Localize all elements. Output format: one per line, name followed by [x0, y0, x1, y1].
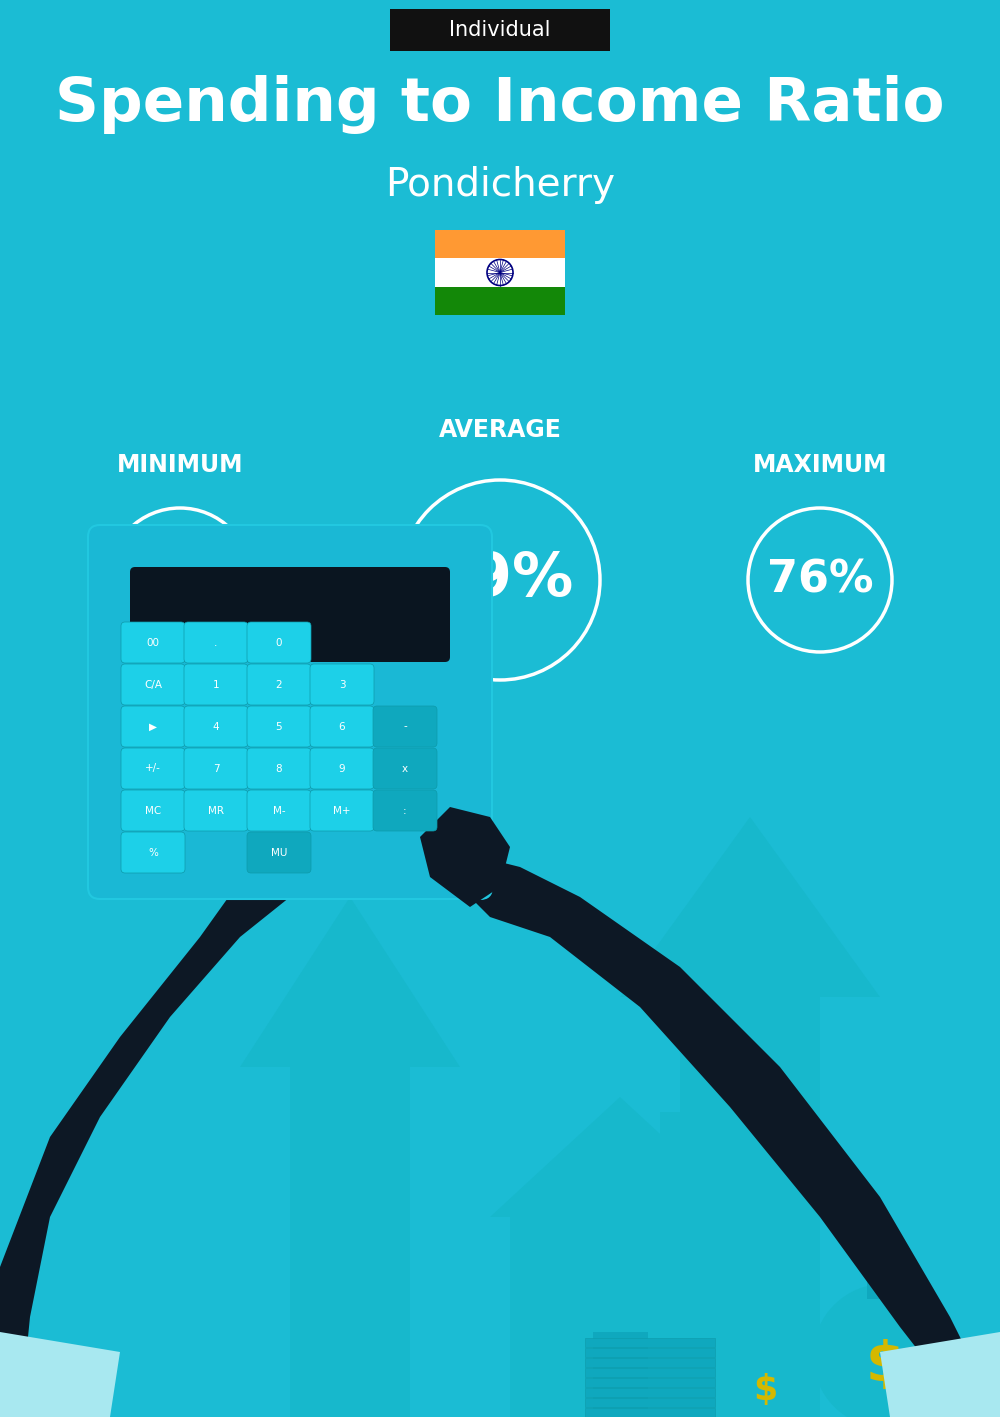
Text: 4: 4 — [213, 721, 219, 731]
FancyBboxPatch shape — [184, 706, 248, 747]
Text: Individual: Individual — [449, 20, 551, 40]
Text: :: : — [403, 805, 407, 816]
FancyBboxPatch shape — [88, 526, 492, 898]
FancyBboxPatch shape — [310, 748, 374, 789]
FancyBboxPatch shape — [373, 791, 437, 830]
Text: 8: 8 — [276, 764, 282, 774]
Bar — [585, 1348, 715, 1357]
Polygon shape — [240, 897, 460, 1417]
Text: Pondicherry: Pondicherry — [385, 166, 615, 204]
FancyBboxPatch shape — [373, 748, 437, 789]
Circle shape — [813, 1284, 957, 1417]
FancyBboxPatch shape — [121, 622, 185, 663]
Text: -: - — [403, 721, 407, 731]
Text: ▶: ▶ — [149, 721, 157, 731]
Text: +/-: +/- — [145, 764, 161, 774]
Circle shape — [717, 1335, 813, 1417]
Bar — [585, 1408, 715, 1417]
Text: 69%: 69% — [427, 550, 573, 609]
Polygon shape — [460, 857, 1000, 1417]
FancyBboxPatch shape — [373, 706, 437, 747]
Bar — [585, 1357, 715, 1367]
Bar — [435, 258, 565, 286]
Text: MAXIMUM: MAXIMUM — [753, 453, 887, 478]
Polygon shape — [880, 1332, 1000, 1417]
Polygon shape — [130, 796, 310, 877]
FancyBboxPatch shape — [310, 791, 374, 830]
Text: %: % — [148, 847, 158, 857]
Bar — [585, 1367, 715, 1377]
Text: 6: 6 — [339, 721, 345, 731]
FancyBboxPatch shape — [247, 791, 311, 830]
FancyBboxPatch shape — [184, 748, 248, 789]
FancyBboxPatch shape — [247, 706, 311, 747]
FancyBboxPatch shape — [247, 832, 311, 873]
Text: M-: M- — [273, 805, 285, 816]
Text: 1: 1 — [213, 680, 219, 690]
FancyBboxPatch shape — [121, 791, 185, 830]
Text: AVERAGE: AVERAGE — [439, 418, 561, 442]
Bar — [867, 1271, 903, 1299]
FancyBboxPatch shape — [121, 706, 185, 747]
Text: 00: 00 — [146, 638, 160, 648]
Text: 5: 5 — [276, 721, 282, 731]
Bar — [585, 1338, 715, 1348]
FancyBboxPatch shape — [247, 748, 311, 789]
Text: MC: MC — [145, 805, 161, 816]
Text: 76%: 76% — [767, 558, 873, 601]
FancyBboxPatch shape — [121, 748, 185, 789]
Bar — [585, 1377, 715, 1387]
Text: 7: 7 — [213, 764, 219, 774]
Text: MR: MR — [208, 805, 224, 816]
Text: $: $ — [866, 1339, 904, 1393]
Text: 9: 9 — [339, 764, 345, 774]
FancyBboxPatch shape — [184, 622, 248, 663]
Text: .: . — [214, 638, 218, 648]
Bar — [510, 1217, 730, 1417]
Polygon shape — [620, 818, 880, 1417]
Text: x: x — [402, 764, 408, 774]
Text: 63%: 63% — [127, 558, 233, 601]
Polygon shape — [0, 1332, 120, 1417]
Text: 0: 0 — [276, 638, 282, 648]
Text: MU: MU — [271, 847, 287, 857]
FancyBboxPatch shape — [310, 665, 374, 706]
Polygon shape — [420, 808, 510, 907]
Bar — [435, 286, 565, 315]
Text: M+: M+ — [333, 805, 351, 816]
FancyBboxPatch shape — [390, 9, 610, 51]
Text: MINIMUM: MINIMUM — [117, 453, 243, 478]
Text: $: $ — [753, 1373, 777, 1407]
FancyBboxPatch shape — [121, 665, 185, 706]
Bar — [585, 1389, 715, 1397]
Bar — [592, 1332, 648, 1417]
FancyBboxPatch shape — [130, 567, 450, 662]
FancyBboxPatch shape — [121, 832, 185, 873]
FancyBboxPatch shape — [310, 706, 374, 747]
Bar — [435, 230, 565, 258]
Polygon shape — [490, 1097, 750, 1217]
Text: 3: 3 — [339, 680, 345, 690]
Text: 2: 2 — [276, 680, 282, 690]
Bar — [585, 1399, 715, 1407]
FancyBboxPatch shape — [247, 665, 311, 706]
FancyBboxPatch shape — [247, 622, 311, 663]
Polygon shape — [0, 837, 310, 1417]
Text: C/A: C/A — [144, 680, 162, 690]
Bar — [660, 1112, 692, 1168]
FancyBboxPatch shape — [184, 791, 248, 830]
Text: Spending to Income Ratio: Spending to Income Ratio — [55, 75, 945, 135]
FancyBboxPatch shape — [184, 665, 248, 706]
